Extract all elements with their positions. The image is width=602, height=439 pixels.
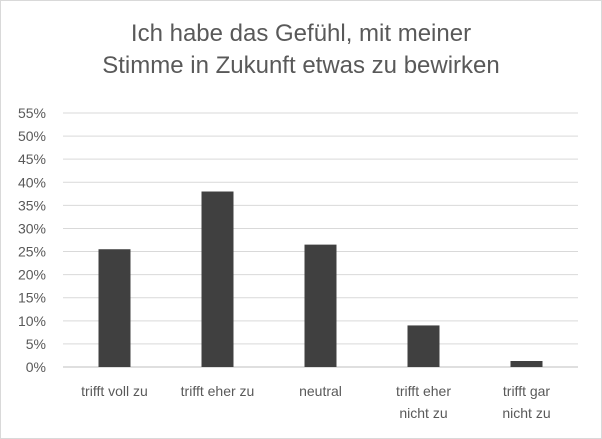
bar	[407, 325, 440, 367]
bar	[98, 249, 131, 367]
y-tick-label: 5%	[26, 336, 46, 352]
y-tick-label: 25%	[18, 244, 46, 260]
y-tick-label: 40%	[18, 174, 46, 190]
y-tick-label: 50%	[18, 128, 46, 144]
y-tick-label: 35%	[18, 197, 46, 213]
x-category-label: nicht zu	[399, 405, 447, 421]
y-tick-label: 0%	[26, 359, 46, 375]
x-category-label: trifft eher zu	[181, 383, 255, 399]
bar	[510, 360, 543, 367]
bar	[201, 191, 234, 367]
bar	[304, 244, 337, 367]
chart-title-line-1: Ich habe das Gefühl, mit meiner	[130, 20, 472, 47]
x-category-label: nicht zu	[502, 405, 550, 421]
x-category-label: trifft eher	[396, 383, 451, 399]
x-category-label: neutral	[299, 383, 342, 399]
y-tick-label: 45%	[18, 151, 46, 167]
y-tick-label: 15%	[18, 290, 46, 306]
chart-title: Ich habe das Gefühl, mit meiner Stimme i…	[0, 18, 602, 82]
y-tick-label: 10%	[18, 313, 46, 329]
chart-title-line-2: Stimme in Zukunft etwas zu bewirken	[102, 52, 500, 79]
x-category-label: trifft voll zu	[81, 383, 148, 399]
x-category-label: trifft gar	[503, 383, 551, 399]
y-tick-label: 55%	[18, 105, 46, 121]
y-tick-label: 30%	[18, 220, 46, 236]
y-tick-label: 20%	[18, 267, 46, 283]
